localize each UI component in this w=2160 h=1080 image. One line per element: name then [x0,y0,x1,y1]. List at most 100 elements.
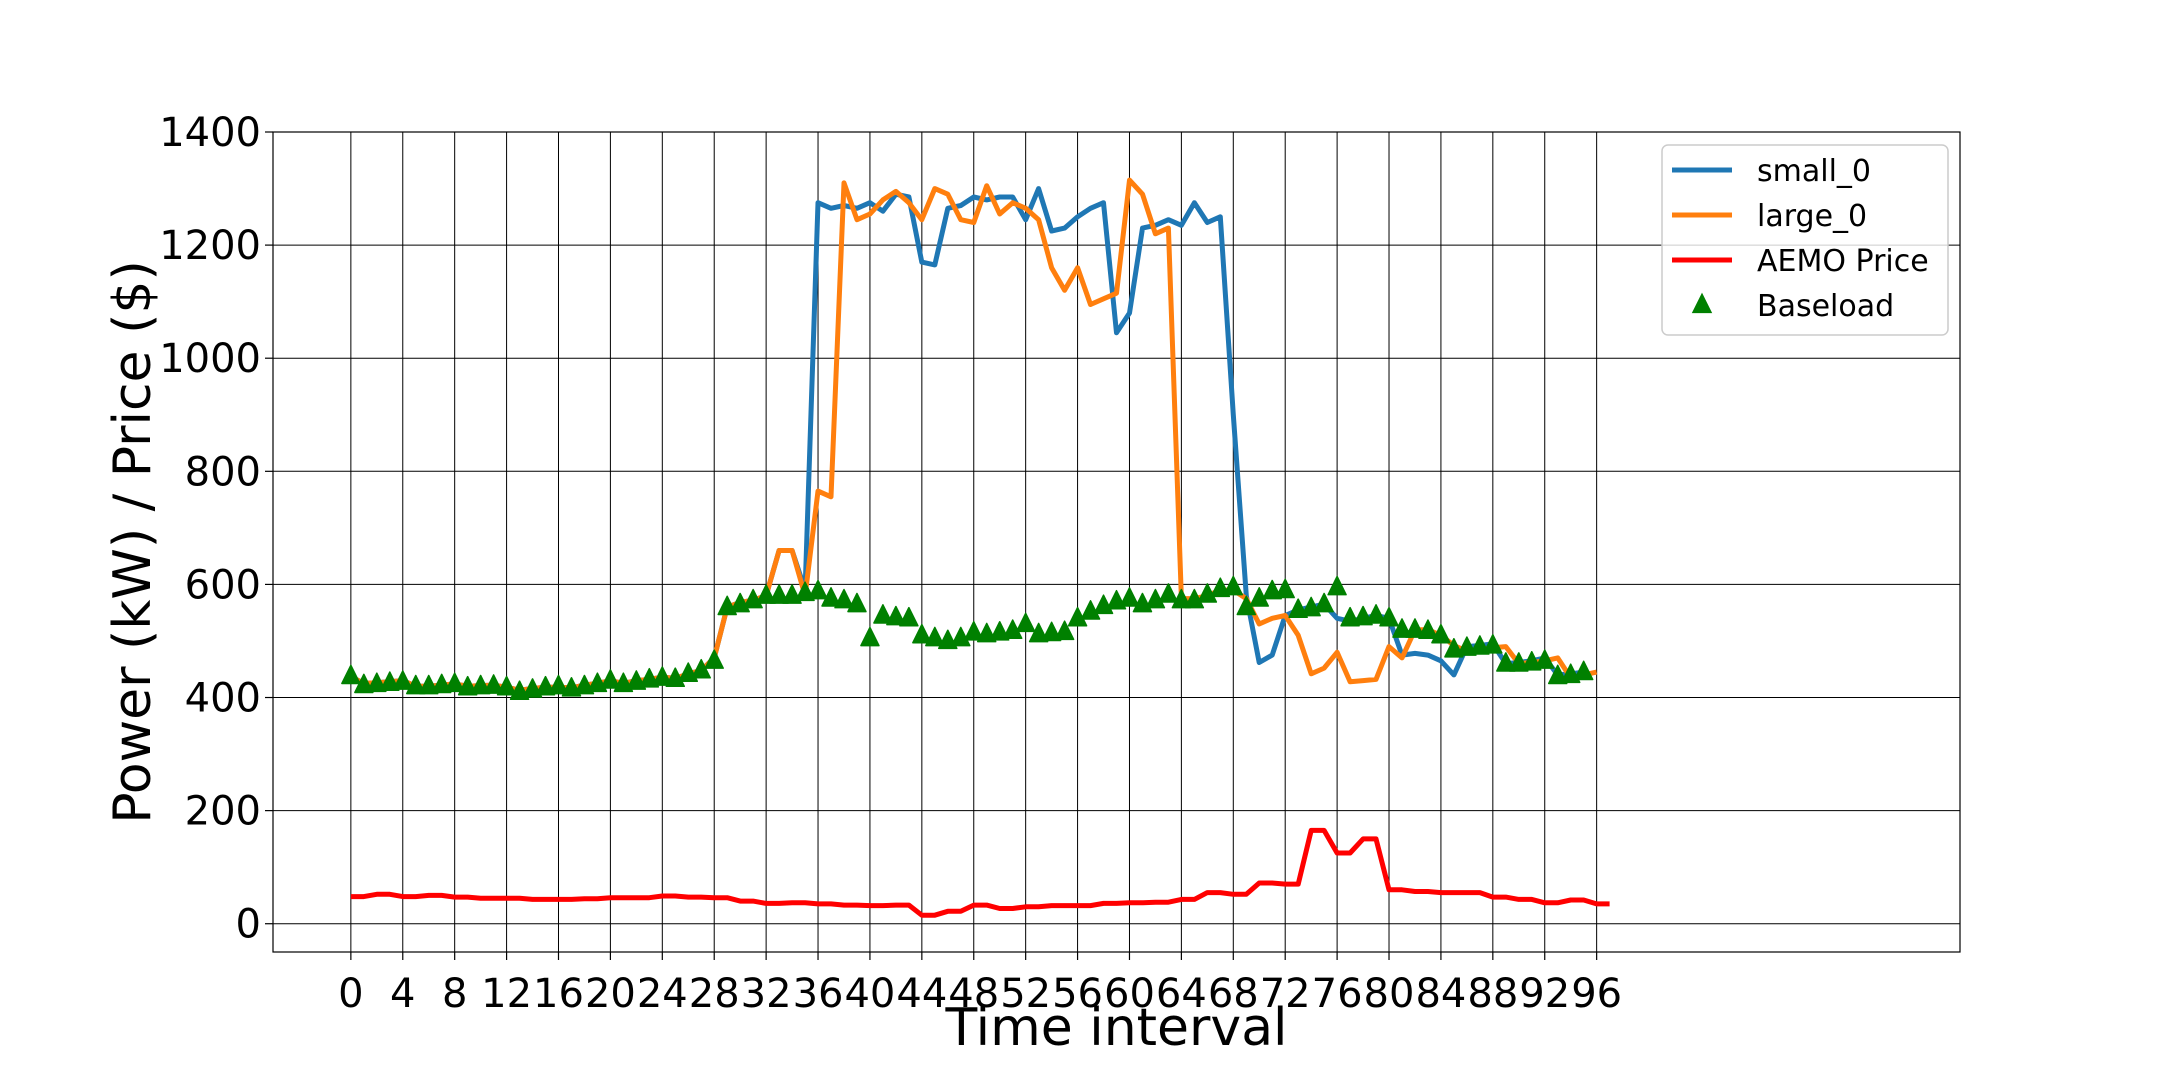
baseload-point [431,673,452,694]
series-layer [341,177,1610,918]
baseload-point [1171,588,1192,609]
y-tick-label: 1400 [159,110,261,156]
baseload-point [821,587,841,607]
baseload-point [1041,621,1062,642]
baseload-point [1119,587,1140,607]
baseload-point [1405,618,1425,638]
baseload-point [1353,605,1373,626]
baseload-point [795,581,815,602]
baseload-point [1366,604,1386,624]
baseload-point [704,649,724,669]
x-tick-label: 12 [481,971,532,1017]
x-tick-label: 64 [1156,971,1207,1017]
x-tick-label: 96 [1571,971,1622,1017]
baseload-point [1483,634,1503,654]
baseload-point [860,626,880,647]
baseload-point [899,606,919,627]
x-tick-label: 56 [1052,971,1103,1017]
y-tick-label: 200 [185,789,261,835]
baseload-point [1054,620,1075,641]
baseload-point [847,592,867,613]
x-tick-label: 8 [442,971,467,1017]
baseload-point [834,588,854,609]
x-tick-label: 16 [533,971,584,1017]
x-tick-label: 76 [1312,971,1363,1017]
baseload-point [1431,623,1451,644]
legend-swatch [1691,292,1713,314]
plot-frame [272,131,1961,953]
x-tick-label: 80 [1364,971,1415,1017]
x-tick-label: 40 [844,971,895,1017]
x-tick-label: 44 [896,971,947,1017]
baseload-point [1340,606,1360,627]
x-tick-label: 48 [948,971,999,1017]
baseload-point [976,622,997,643]
baseload-point [652,666,673,686]
x-tick-label: 32 [741,971,792,1017]
baseload-point [912,623,932,644]
x-tick-label: 20 [585,971,636,1017]
y-tick-label: 400 [185,676,261,722]
legend-box [1661,144,1949,336]
series-line-aemo-price [350,827,1610,918]
y-tick-labels: 0 200 400 600 800 1000 1200 1400 [159,110,273,948]
legend-label: large_0 [1757,199,1867,234]
baseload-point [393,670,413,690]
baseload-point [1028,622,1049,643]
x-tick-label: 0 [338,971,363,1017]
series-markers-baseload [341,575,1594,701]
legend-label: Baseload [1757,289,1894,324]
baseload-point [886,605,906,626]
baseload-point [1080,600,1101,620]
baseload-point [989,621,1010,641]
baseload-point [1534,649,1555,669]
baseload-point [1288,598,1308,619]
baseload-point [341,664,361,685]
x-tick-label: 60 [1104,971,1155,1017]
baseload-point [1327,575,1347,596]
x-tick-label: 24 [637,971,688,1017]
y-tick-label: 600 [185,562,261,608]
baseload-point [483,674,504,694]
x-tick-label: 36 [793,971,844,1017]
grid [273,131,1960,952]
baseload-point [873,604,893,624]
legend-label: AEMO Price [1757,244,1929,279]
baseload-point [600,669,621,689]
baseload-point [964,621,984,641]
baseload-point [1509,652,1529,672]
baseload-point [405,674,426,695]
baseload-point [1444,637,1464,658]
x-axis-label: Time interval [944,998,1287,1058]
baseload-point [496,675,517,696]
baseload-point [756,584,776,604]
baseload-point [1275,578,1295,599]
y-axis-label: Power (kW) / Price ($) [103,260,163,823]
baseload-point [951,626,971,647]
baseload-point [1470,635,1490,655]
baseload-point [1496,652,1516,672]
baseload-point [1184,588,1205,609]
baseload-point [1547,664,1568,685]
baseload-point [418,674,439,695]
baseload-point [1262,579,1282,600]
x-tick-labels: 0 4 8 12 16 20 24 28 32 36 40 44 48 52 56 60 64 68 72 76 80 8… [338,952,1622,1017]
baseload-point [639,667,660,688]
baseload-point [444,672,465,693]
x-tick-label: 4 [390,971,415,1017]
x-tick-label: 92 [1519,971,1570,1017]
baseload-point [354,673,374,694]
y-tick-label: 1200 [159,223,261,269]
x-tick-label: 88 [1467,971,1518,1017]
baseload-point [1522,650,1542,671]
baseload-point [1314,592,1334,613]
baseload-point [457,675,478,696]
baseload-point [367,672,387,693]
y-tick-label: 1000 [159,336,261,382]
baseload-point [769,584,789,604]
baseload-point [808,579,828,600]
baseload-point [535,675,556,696]
baseload-point [1379,606,1399,627]
legend: small_0 large_0 AEMO Price Baseload [1661,144,1949,336]
x-tick-label: 52 [1000,971,1051,1017]
